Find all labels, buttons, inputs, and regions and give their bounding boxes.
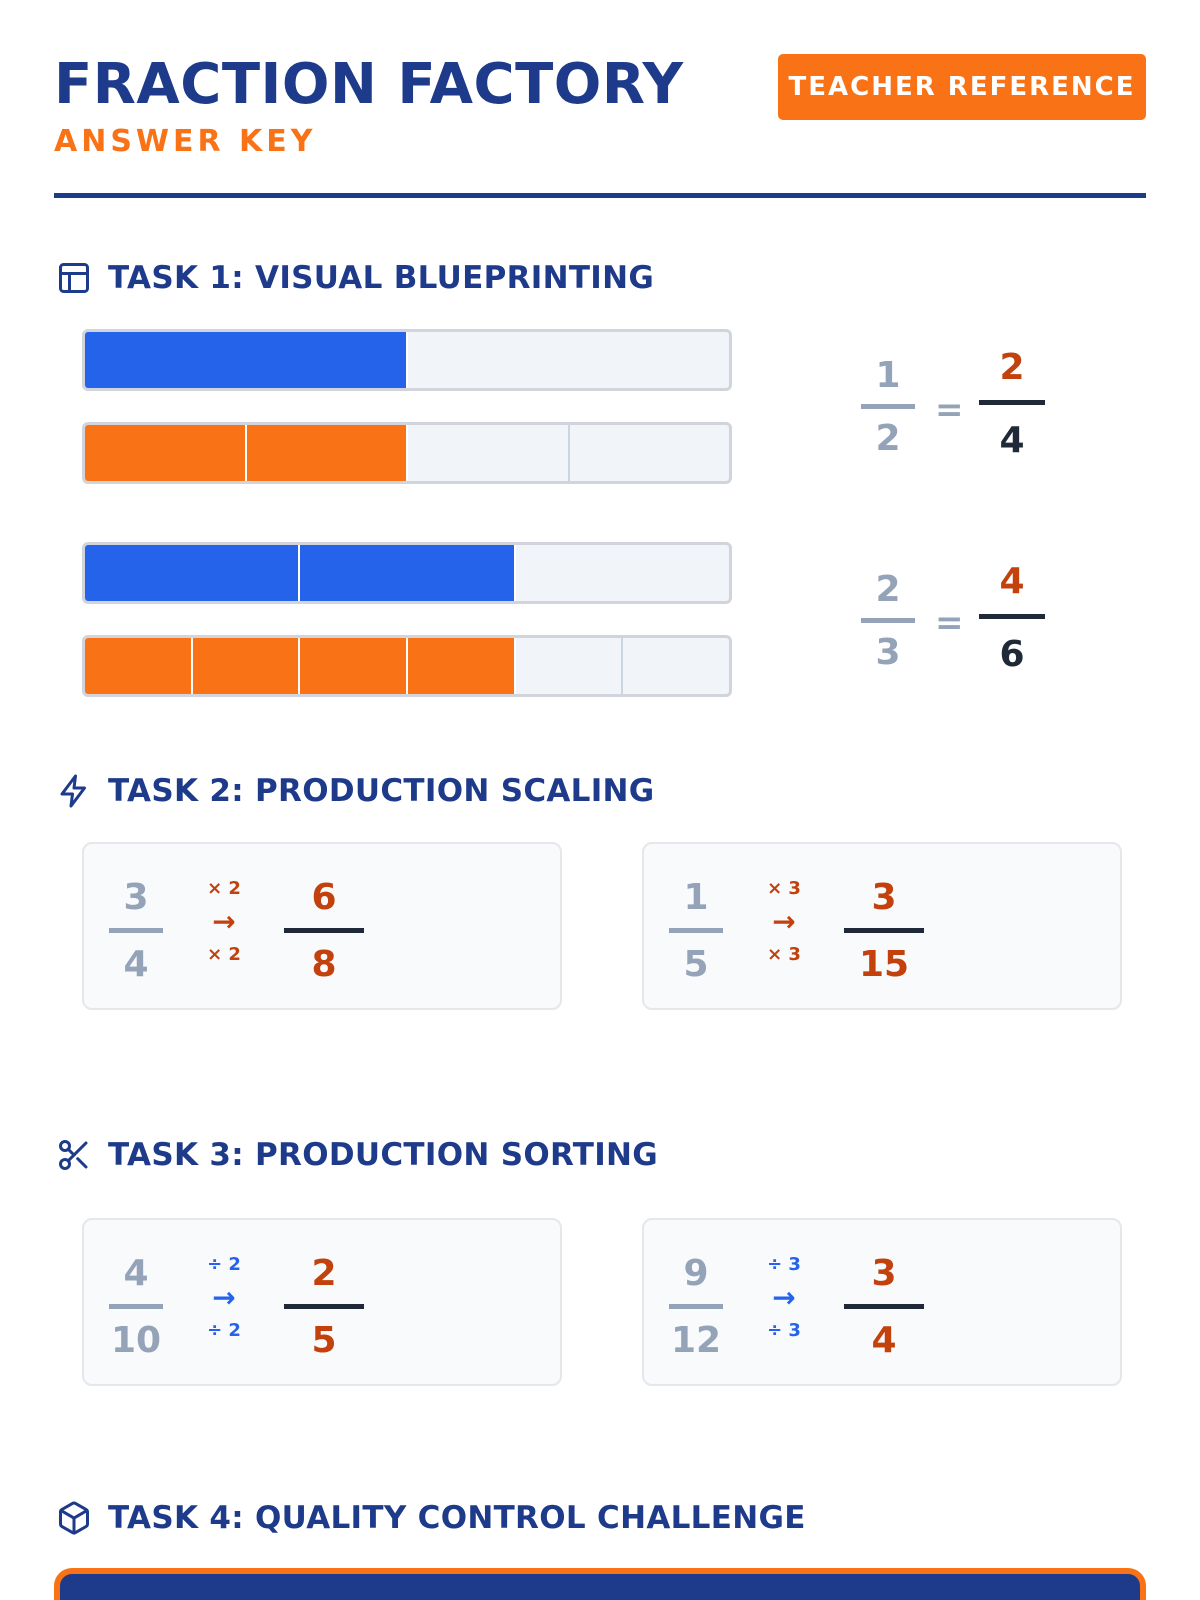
bar-segment-empty [408, 425, 570, 481]
operation-label: ÷ 3 → ÷ 3 [754, 1254, 814, 1341]
bar-segment-filled [300, 638, 409, 694]
arrow-right-icon: → [212, 1281, 236, 1314]
task2-heading: TASK 2: PRODUCTION SCALING [54, 771, 655, 811]
bar-segment-filled [408, 638, 516, 694]
quality-control-panel [54, 1568, 1146, 1600]
scissors-icon [54, 1135, 94, 1175]
teacher-reference-button[interactable]: TEACHER REFERENCE [778, 54, 1146, 120]
operation-label: × 2 → × 2 [194, 878, 254, 965]
header-divider [54, 193, 1146, 198]
answer-fraction: 6 8 [284, 880, 364, 983]
equals-sign: = [935, 603, 964, 643]
fraction-bar-blue [82, 329, 732, 391]
task1-title: TASK 1: VISUAL BLUEPRINTING [108, 260, 655, 296]
answer-fraction: 3 15 [844, 880, 924, 983]
bar-segment-empty [516, 545, 729, 601]
page-title: FRACTION FACTORY [54, 52, 684, 117]
fraction-bar-orange [82, 635, 732, 697]
operation-label: × 3 → × 3 [754, 878, 814, 965]
bar-segment-filled [246, 425, 408, 481]
bar-segment-filled [85, 638, 193, 694]
task3-heading: TASK 3: PRODUCTION SORTING [54, 1135, 658, 1175]
task4-title: TASK 4: QUALITY CONTROL CHALLENGE [108, 1500, 806, 1536]
answer-fraction: 4 6 [978, 564, 1046, 673]
sorting-card: 4 10 ÷ 2 → ÷ 2 2 5 [82, 1218, 562, 1386]
arrow-right-icon: → [772, 1281, 796, 1314]
bar-segment-filled [85, 425, 247, 481]
bar-segment-filled [85, 545, 301, 601]
given-fraction: 2 3 [860, 572, 916, 671]
sorting-card: 9 12 ÷ 3 → ÷ 3 3 4 [642, 1218, 1122, 1386]
task2-title: TASK 2: PRODUCTION SCALING [108, 773, 655, 809]
task3-title: TASK 3: PRODUCTION SORTING [108, 1137, 659, 1173]
scaling-card: 3 4 × 2 → × 2 6 8 [82, 842, 562, 1010]
answer-fraction: 3 4 [844, 1256, 924, 1359]
equals-sign: = [935, 390, 964, 430]
bar-segment-empty [623, 638, 729, 694]
operation-label: ÷ 2 → ÷ 2 [194, 1254, 254, 1341]
lightning-icon [54, 771, 94, 811]
bar-segment-empty [408, 332, 729, 388]
answer-fraction: 2 5 [284, 1256, 364, 1359]
layout-icon [54, 258, 94, 298]
arrow-right-icon: → [772, 905, 796, 938]
bar-segment-empty [570, 425, 730, 481]
bar-segment-empty [516, 638, 624, 694]
page-subtitle: ANSWER KEY [54, 124, 317, 159]
task4-heading: TASK 4: QUALITY CONTROL CHALLENGE [54, 1498, 806, 1538]
given-fraction: 1 2 [860, 358, 916, 457]
answer-fraction: 2 4 [978, 350, 1046, 459]
bar-segment-filled [85, 332, 408, 388]
bar-segment-filled [300, 545, 516, 601]
fraction-bar-blue [82, 542, 732, 604]
task1-heading: TASK 1: VISUAL BLUEPRINTING [54, 258, 654, 298]
box-icon [54, 1498, 94, 1538]
fraction-bar-orange [82, 422, 732, 484]
arrow-right-icon: → [212, 905, 236, 938]
bar-segment-filled [192, 638, 301, 694]
scaling-card: 1 5 × 3 → × 3 3 15 [642, 842, 1122, 1010]
